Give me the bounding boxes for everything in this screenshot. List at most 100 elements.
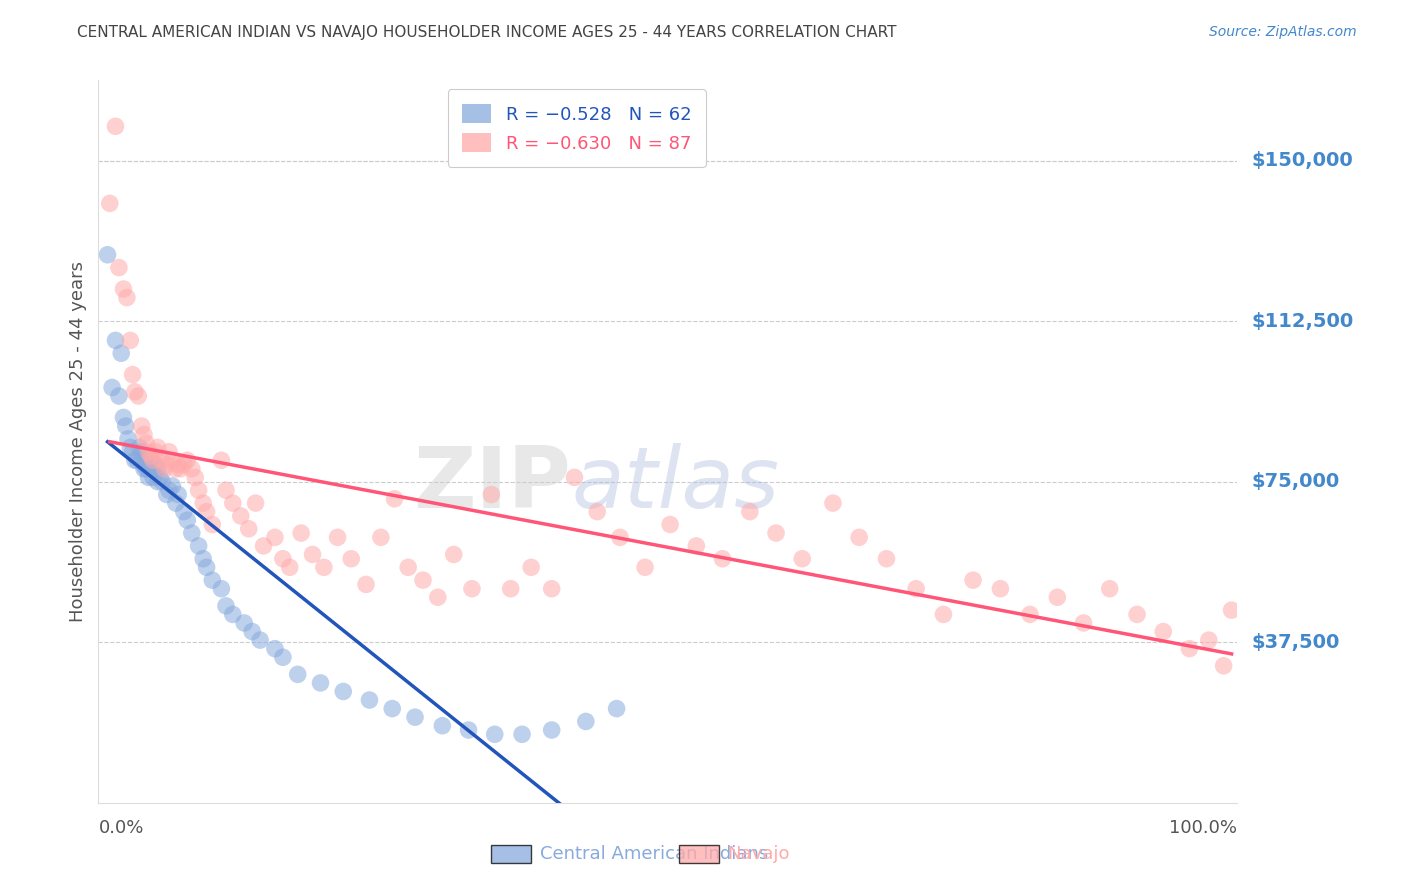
Point (685, 539, 707, 553)
Point (108, 260, 131, 275)
Point (301, 548, 323, 562)
Point (1019, 607, 1042, 622)
Point (180, 526, 202, 541)
Point (153, 462, 176, 476)
Point (187, 483, 209, 498)
Point (138, 444, 160, 458)
Point (180, 462, 202, 476)
Point (876, 551, 898, 566)
Point (962, 573, 984, 587)
Point (135, 436, 157, 450)
Point (222, 496, 245, 510)
Point (146, 462, 169, 476)
Text: Navajo: Navajo (727, 845, 790, 863)
Point (135, 462, 157, 476)
Point (1178, 641, 1201, 656)
Point (193, 496, 215, 510)
Point (461, 582, 484, 596)
Point (738, 505, 761, 519)
Point (195, 505, 218, 519)
Point (499, 582, 522, 596)
Point (120, 441, 142, 455)
Point (132, 427, 155, 442)
Point (162, 453, 184, 467)
Point (117, 432, 139, 446)
Point (412, 573, 434, 587)
Point (195, 560, 218, 574)
Point (932, 607, 955, 622)
Point (245, 496, 267, 510)
Point (112, 282, 135, 296)
Point (176, 453, 198, 467)
Point (110, 346, 132, 360)
Point (312, 560, 335, 574)
Text: 100.0%: 100.0% (1170, 820, 1237, 838)
Point (215, 483, 238, 498)
Point (98, 196, 121, 211)
Point (124, 384, 146, 399)
Point (176, 513, 198, 527)
Point (396, 560, 419, 574)
Point (252, 539, 274, 553)
Text: ZIP: ZIP (413, 443, 571, 526)
Point (157, 444, 180, 458)
Point (1126, 607, 1149, 622)
Point (264, 641, 287, 656)
Text: CENTRAL AMERICAN INDIAN VS NAVAJO HOUSEHOLDER INCOME AGES 25 - 44 YEARS CORRELAT: CENTRAL AMERICAN INDIAN VS NAVAJO HOUSEH… (77, 25, 897, 40)
Point (222, 607, 245, 622)
Point (142, 470, 165, 484)
Text: 0.0%: 0.0% (98, 820, 143, 838)
Point (138, 462, 160, 476)
Point (146, 441, 169, 455)
Point (586, 505, 609, 519)
Point (120, 334, 142, 348)
Point (634, 560, 657, 574)
Point (121, 368, 143, 382)
Point (101, 380, 124, 394)
Point (215, 599, 238, 613)
Point (115, 291, 138, 305)
Text: Central American Indians: Central American Indians (540, 845, 769, 863)
Point (359, 693, 381, 707)
Point (249, 633, 271, 648)
Point (209, 582, 232, 596)
Point (142, 453, 165, 467)
Point (131, 419, 153, 434)
Point (287, 667, 309, 681)
Point (104, 120, 127, 134)
Point (457, 723, 479, 737)
Point (240, 624, 263, 639)
Text: $150,000: $150,000 (1251, 151, 1353, 170)
Point (848, 530, 870, 544)
Point (131, 444, 153, 458)
Point (187, 539, 209, 553)
Point (540, 723, 562, 737)
Point (112, 410, 135, 425)
Point (173, 458, 195, 472)
Point (1073, 615, 1095, 630)
Point (145, 444, 167, 458)
Point (1098, 582, 1121, 596)
Point (128, 441, 150, 455)
Point (138, 470, 160, 484)
Point (167, 458, 190, 472)
Text: Source: ZipAtlas.com: Source: ZipAtlas.com (1209, 25, 1357, 39)
Point (156, 458, 179, 472)
Text: $112,500: $112,500 (1251, 311, 1354, 331)
Point (821, 496, 844, 510)
Point (156, 487, 179, 501)
Legend: R = −0.528   N = 62, R = −0.630   N = 87: R = −0.528 N = 62, R = −0.630 N = 87 (449, 89, 706, 167)
Point (209, 453, 232, 467)
Text: atlas: atlas (571, 443, 779, 526)
Point (564, 470, 586, 484)
Point (146, 475, 169, 489)
FancyBboxPatch shape (679, 845, 718, 863)
Point (139, 449, 162, 463)
Point (290, 526, 312, 541)
Point (659, 517, 682, 532)
Point (173, 505, 195, 519)
Point (150, 453, 173, 467)
Point (905, 582, 928, 596)
Point (354, 577, 377, 591)
Point (165, 496, 187, 510)
